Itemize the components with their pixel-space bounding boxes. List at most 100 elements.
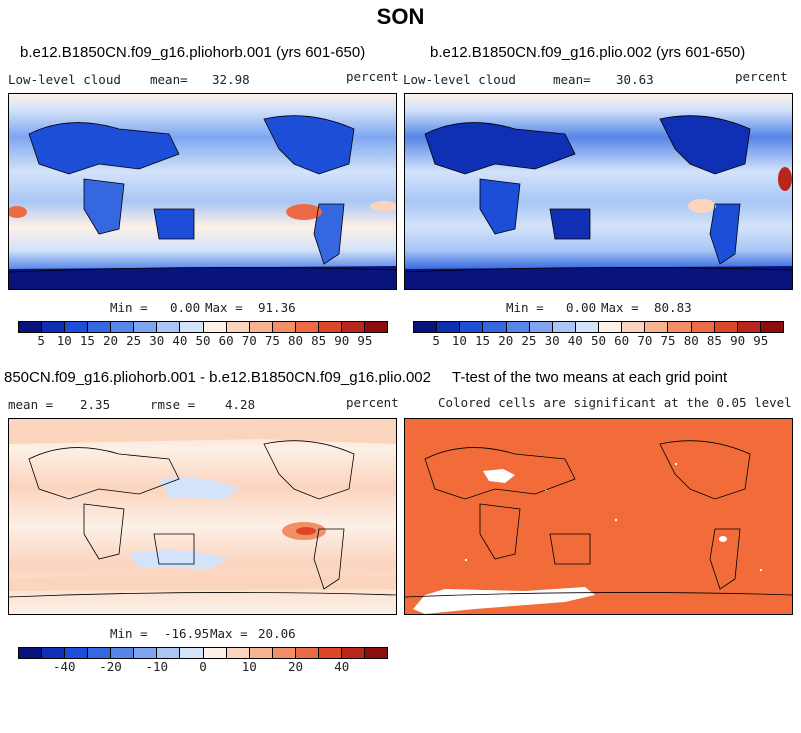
colorbar-cell <box>203 322 227 332</box>
panel-1-colorbar-ticks: 5 10 15 20 25 30 40 50 60 70 75 80 85 90 95 <box>18 333 386 349</box>
colorbar-tick-label: 95 <box>357 333 373 348</box>
colorbar-cell <box>19 648 43 658</box>
colorbar-tick-label: 60 <box>218 333 234 348</box>
panel-4-title: T-test of the two means at each grid poi… <box>452 369 728 386</box>
colorbar-tick-label: 30 <box>149 333 165 348</box>
colorbar-cell <box>111 648 135 658</box>
colorbar-cell <box>203 648 227 658</box>
panel-3-coastlines <box>9 440 396 598</box>
colorbar-tick-label: 90 <box>730 333 746 348</box>
colorbar-tick-label: 10 <box>56 333 72 348</box>
panel-2-units: percent <box>735 69 788 84</box>
panel-4-insignificant-cells <box>413 463 762 614</box>
colorbar-tick-label: 50 <box>195 333 211 348</box>
panel-1-max-value: 91.36 <box>258 300 296 315</box>
panel-1-mean-value: 32.98 <box>212 72 250 87</box>
panel-3-min-value: -16.95 <box>164 626 210 641</box>
colorbar-cell <box>529 322 553 332</box>
colorbar-tick-label: 20 <box>287 659 304 674</box>
colorbar-cell <box>180 648 204 658</box>
colorbar-tick-label: 15 <box>79 333 95 348</box>
colorbar-cell <box>88 322 112 332</box>
panel-2-max-value: 80.83 <box>654 300 692 315</box>
panel-1-variable-label: Low-level cloud <box>8 72 121 87</box>
panel-1-map <box>8 93 397 290</box>
colorbar-cell <box>460 322 484 332</box>
panel-3-rmse-value: 4.28 <box>225 397 256 412</box>
colorbar-cell <box>599 322 623 332</box>
panel-2-land-cloud <box>405 115 792 289</box>
panel-3-anomalies <box>9 419 396 591</box>
colorbar-cell <box>364 322 387 332</box>
colorbar-cell <box>42 648 66 658</box>
panel-2-variable-label: Low-level cloud <box>403 72 516 87</box>
colorbar-tick-label: 5 <box>37 333 45 348</box>
colorbar-tick-label: 20 <box>498 333 514 348</box>
colorbar-tick-label: 75 <box>264 333 280 348</box>
colorbar-cell <box>622 322 646 332</box>
colorbar-tick-label: 85 <box>706 333 722 348</box>
colorbar-cell <box>714 322 738 332</box>
colorbar-cell <box>341 322 365 332</box>
panel-3-mean-label: mean = <box>8 397 54 412</box>
colorbar-cell <box>737 322 761 332</box>
panel-2-min-value: 0.00 <box>566 300 597 315</box>
colorbar-tick-label: -40 <box>52 659 76 674</box>
panel-3-rmse-label: rmse = <box>150 397 196 412</box>
panel-3-min-label: Min = <box>110 626 148 641</box>
colorbar-cell <box>760 322 783 332</box>
panel-3-title: 850CN.f09_g16.pliohorb.001 - b.e12.B1850… <box>4 369 431 386</box>
colorbar-tick-label: 85 <box>311 333 327 348</box>
colorbar-tick-label: 40 <box>567 333 583 348</box>
colorbar-tick-label: 70 <box>637 333 653 348</box>
panel-1-mean-label: mean= <box>150 72 188 87</box>
colorbar-cell <box>295 648 319 658</box>
panel-3-mean-value: 2.35 <box>80 397 111 412</box>
colorbar-cell <box>318 648 342 658</box>
colorbar-cell <box>111 322 135 332</box>
colorbar-cell <box>42 322 66 332</box>
colorbar-cell <box>249 322 273 332</box>
panel-1-colorbar <box>18 321 388 333</box>
colorbar-cell <box>272 648 296 658</box>
colorbar-tick-label: 80 <box>683 333 699 348</box>
panel-3-units: percent <box>346 395 399 410</box>
colorbar-tick-label: -20 <box>99 659 122 674</box>
colorbar-cell <box>437 322 461 332</box>
colorbar-tick-label: 10 <box>451 333 467 348</box>
colorbar-tick-label: 30 <box>544 333 560 348</box>
colorbar-cell <box>295 322 319 332</box>
panel-2-colorbar-ticks: 5 10 15 20 25 30 40 50 60 70 75 80 85 90 95 <box>413 333 782 349</box>
colorbar-tick-label: 20 <box>102 333 119 348</box>
colorbar-tick-label: 10 <box>241 659 257 674</box>
panel-1-units: percent <box>346 69 399 84</box>
panel-2-mean-label: mean= <box>553 72 591 87</box>
colorbar-tick-label: 90 <box>334 333 350 348</box>
colorbar-cell <box>645 322 669 332</box>
panel-4-significant-field <box>405 419 792 614</box>
colorbar-cell <box>364 648 387 658</box>
colorbar-tick-label: 5 <box>432 333 440 348</box>
colorbar-cell <box>272 322 296 332</box>
colorbar-tick-label: 70 <box>241 333 257 348</box>
colorbar-cell <box>180 322 204 332</box>
colorbar-cell <box>506 322 530 332</box>
panel-2-title: b.e12.B1850CN.f09_g16.plio.002 (yrs 601-… <box>430 44 746 61</box>
colorbar-tick-label: 80 <box>287 333 304 348</box>
colorbar-cell <box>414 322 438 332</box>
colorbar-cell <box>226 322 250 332</box>
colorbar-cell <box>134 322 158 332</box>
panel-1-title: b.e12.B1850CN.f09_g16.pliohorb.001 (yrs … <box>20 44 366 61</box>
colorbar-cell <box>249 648 273 658</box>
panel-1-min-label: Min = <box>110 300 148 315</box>
colorbar-cell <box>157 648 181 658</box>
panel-1-max-label: Max = <box>205 300 243 315</box>
colorbar-cell <box>483 322 507 332</box>
colorbar-cell <box>65 322 89 332</box>
colorbar-tick-label: 50 <box>590 333 607 348</box>
panel-3-max-label: Max = <box>210 626 248 641</box>
panel-1-min-value: 0.00 <box>170 300 201 315</box>
panel-2-min-label: Min = <box>506 300 544 315</box>
panel-2-stratocumulus <box>688 167 792 213</box>
colorbar-cell <box>552 322 576 332</box>
